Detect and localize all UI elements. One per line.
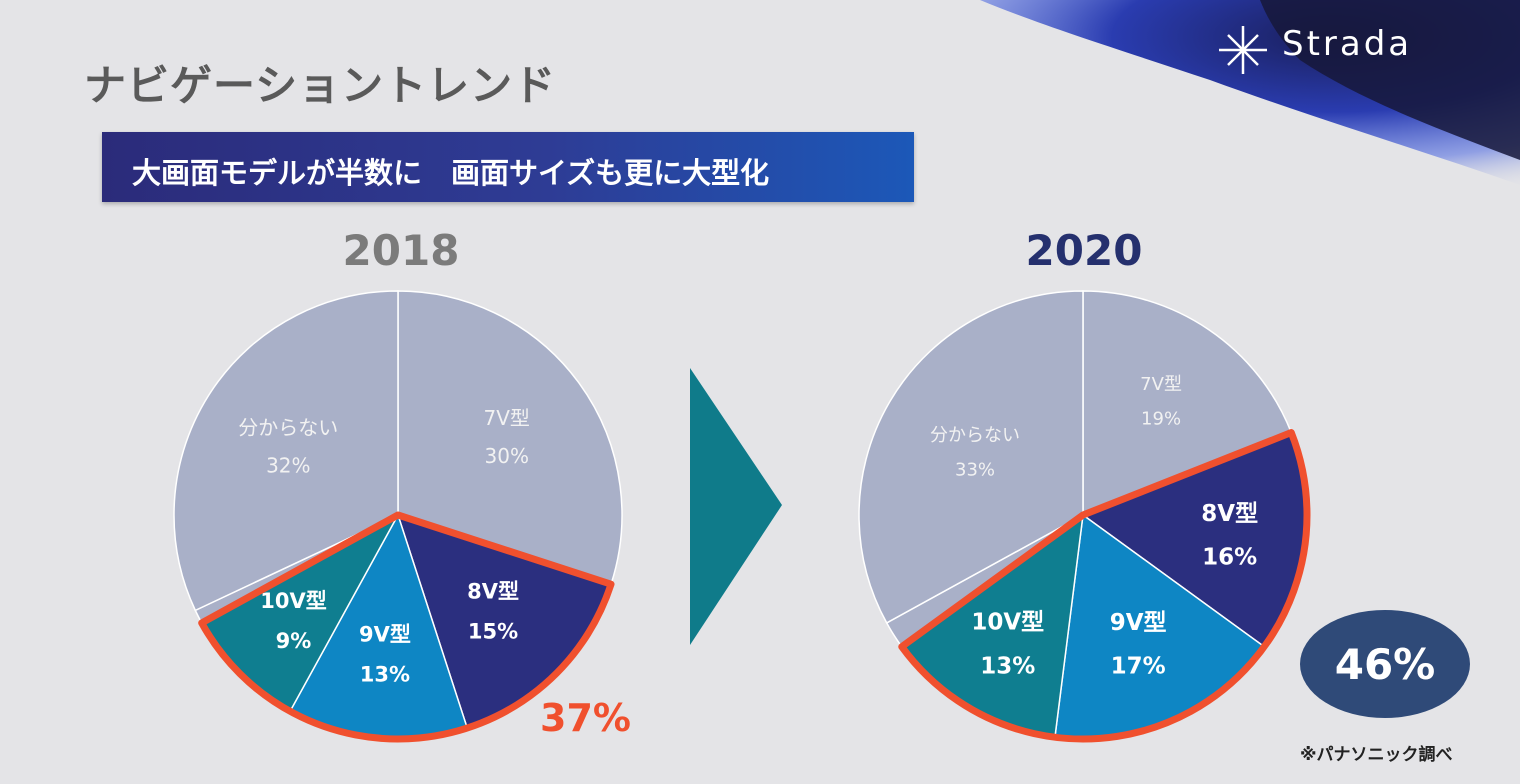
brand-logo-text: Strada bbox=[1282, 24, 1413, 64]
pie-2020-label-1: 8V型 bbox=[1201, 501, 1258, 527]
pie-2018-value-0: 30% bbox=[485, 444, 529, 468]
year-label-2020: 2020 bbox=[1025, 226, 1143, 275]
pie-2018-value-2: 13% bbox=[360, 663, 410, 687]
source-note: ※パナソニック調べ bbox=[1300, 745, 1453, 765]
pie-2018-label-5: 分からない bbox=[238, 415, 338, 439]
sparkle-icon bbox=[1219, 26, 1267, 74]
pie-2020-slice-0 bbox=[1082, 290, 1293, 517]
pie-2020: 7V型 19% 8V型 16% 9V型 17% 10V型 13% 分からない 33% bbox=[858, 290, 1311, 743]
banner-text: 大画面モデルが半数に 画面サイズも更に大型化 bbox=[132, 156, 770, 190]
pie-2018-slice-0 bbox=[397, 290, 623, 586]
pie-2018-value-1: 15% bbox=[468, 619, 518, 643]
pie-2018: 7V型 30% 8V型 15% 9V型 13% 10V型 9% 分からない 32% bbox=[173, 290, 623, 743]
pie-2020-value-3: 13% bbox=[980, 653, 1035, 679]
headline-banner: 大画面モデルが半数に 画面サイズも更に大型化 bbox=[102, 132, 914, 202]
pie-2018-slice-5 bbox=[173, 290, 399, 612]
highlight-total-2020: 46% bbox=[1334, 639, 1436, 689]
corner-dark bbox=[1260, 0, 1520, 160]
pie-2018-label-3: 10V型 bbox=[260, 589, 326, 613]
year-label-2018: 2018 bbox=[342, 226, 460, 275]
pie-2020-slice-5 bbox=[858, 290, 1084, 624]
highlight-total-2018: 37% bbox=[540, 696, 631, 740]
pie-2020-value-2: 17% bbox=[1111, 654, 1166, 680]
pie-2020-value-5: 33% bbox=[955, 459, 995, 480]
page-title: ナビゲーショントレンド bbox=[84, 61, 557, 110]
pie-2018-value-3: 9% bbox=[276, 629, 312, 653]
pie-2018-label-2: 9V型 bbox=[359, 623, 411, 647]
pie-2018-label-1: 8V型 bbox=[467, 579, 519, 603]
pie-2018-label-0: 7V型 bbox=[484, 406, 530, 430]
highlight-total-2020-badge: 46% bbox=[1300, 610, 1470, 718]
pie-2018-value-5: 32% bbox=[266, 453, 310, 477]
pie-2020-label-2: 9V型 bbox=[1110, 610, 1167, 636]
pie-2020-highlight-outline bbox=[898, 429, 1311, 743]
pie-2020-label-0: 7V型 bbox=[1140, 374, 1182, 395]
pie-2020-label-5: 分からない bbox=[930, 425, 1020, 446]
pie-2020-label-3: 10V型 bbox=[971, 610, 1044, 636]
pie-2020-value-0: 19% bbox=[1141, 408, 1181, 429]
pie-2018-highlight-outline bbox=[198, 511, 615, 743]
pie-2020-value-1: 16% bbox=[1202, 545, 1257, 571]
transition-arrow-icon bbox=[690, 368, 782, 645]
